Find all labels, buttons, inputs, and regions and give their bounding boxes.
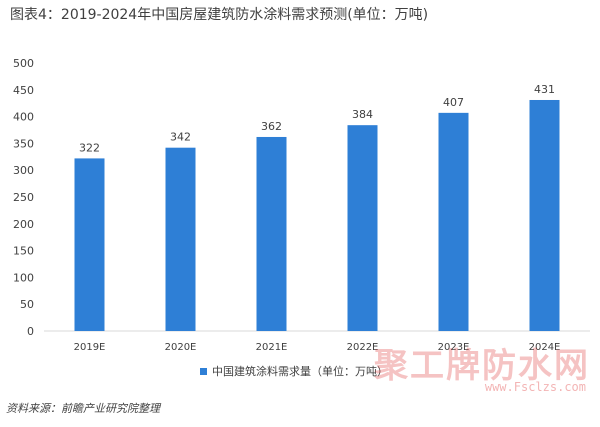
- bar: [165, 147, 196, 331]
- x-tick-label: 2019E: [74, 342, 106, 353]
- x-tick-label: 2023E: [438, 342, 470, 353]
- x-tick-label: 2022E: [347, 342, 379, 353]
- data-label: 362: [261, 120, 282, 133]
- y-tick-label: 100: [13, 271, 34, 284]
- bar: [74, 158, 105, 331]
- y-tick-label: 150: [13, 245, 34, 258]
- watermark-logo: 聚工牌防水网: [374, 346, 590, 386]
- y-tick-label: 400: [13, 111, 34, 124]
- legend-swatch: [200, 368, 207, 375]
- y-tick-label: 0: [27, 325, 34, 338]
- y-tick-label: 200: [13, 218, 34, 231]
- y-tick-label: 250: [13, 191, 34, 204]
- legend-label: 中国建筑涂料需求量（单位：万吨）: [212, 364, 388, 378]
- bar: [438, 112, 469, 332]
- bar: [529, 99, 560, 331]
- y-tick-label: 350: [13, 137, 34, 150]
- data-label: 407: [443, 96, 464, 109]
- watermark-url: www.Fsclzs.com: [484, 380, 586, 394]
- chart-title: 图表4：2019-2024年中国房屋建筑防水涂料需求预测(单位：万吨): [10, 7, 429, 23]
- y-tick-label: 450: [13, 84, 34, 97]
- y-tick-label: 500: [13, 57, 34, 70]
- bar: [256, 136, 287, 331]
- bar: [347, 125, 378, 332]
- y-tick-label: 50: [20, 298, 34, 311]
- data-label: 342: [170, 131, 191, 144]
- y-tick-label: 300: [13, 164, 34, 177]
- x-tick-label: 2020E: [165, 342, 197, 353]
- x-tick-label: 2024E: [529, 342, 561, 353]
- data-label: 431: [534, 83, 555, 96]
- source-note: 资料来源：前瞻产业研究院整理: [6, 402, 160, 415]
- x-tick-label: 2021E: [256, 342, 288, 353]
- data-label: 322: [79, 141, 100, 154]
- data-label: 384: [352, 108, 373, 121]
